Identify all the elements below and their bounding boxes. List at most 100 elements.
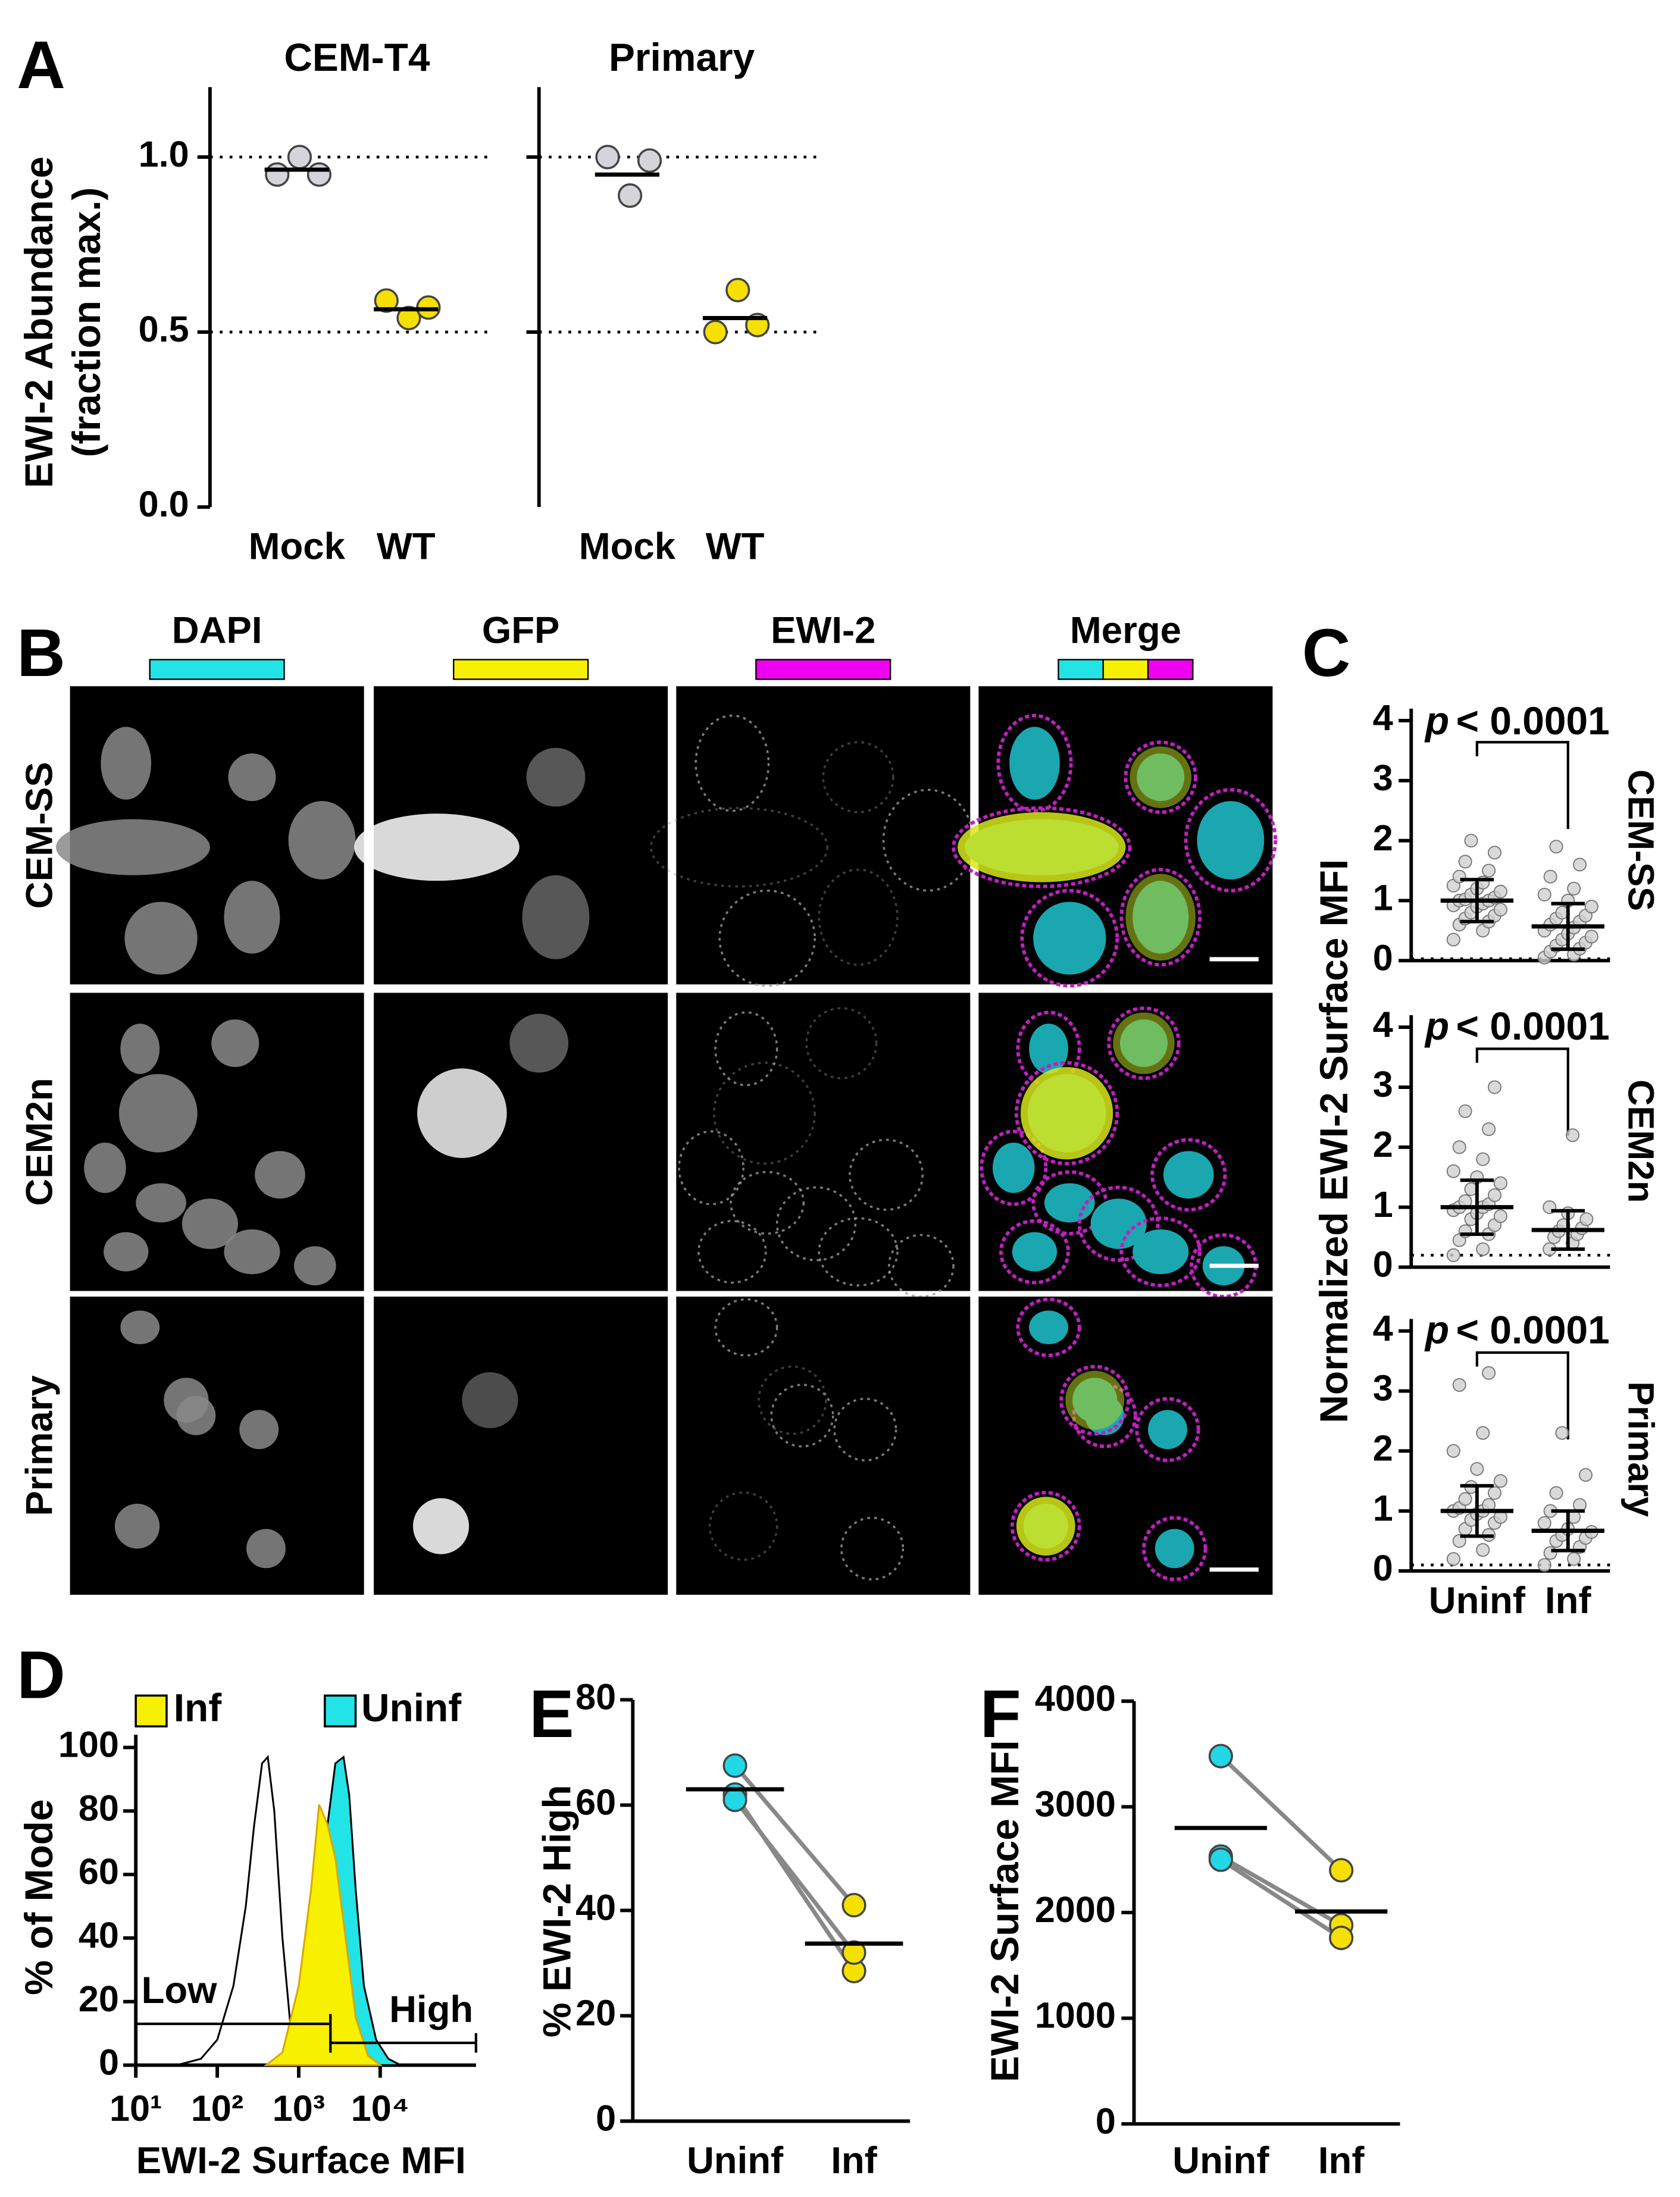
gfp-cell xyxy=(522,875,590,959)
membrane xyxy=(1016,1297,1081,1357)
x-tick-label: Uninf xyxy=(687,2140,784,2182)
row-label: CEM2n xyxy=(18,1078,60,1206)
gfp-cell xyxy=(462,1372,518,1429)
data-point xyxy=(1584,900,1598,914)
nucleus xyxy=(228,753,276,802)
histogram-area xyxy=(263,1804,383,2066)
x-tick-label: Inf xyxy=(1545,1580,1591,1622)
y-tick-label: 0 xyxy=(1373,937,1393,978)
data-point xyxy=(725,277,750,303)
side-label: CEM2n xyxy=(1620,1079,1661,1203)
y-axis-label: Normalized EWI-2 Surface MFI xyxy=(1312,859,1356,1423)
y-tick-label: 40 xyxy=(79,1915,119,1955)
x-axis-label: EWI-2 Surface MFI xyxy=(136,2140,466,2182)
p-value: < 0.0001 xyxy=(1456,699,1610,743)
cells xyxy=(650,714,974,987)
y-axis-label: % of Mode xyxy=(17,1799,61,1995)
channel-bar xyxy=(755,659,891,680)
data-point xyxy=(1470,1462,1484,1476)
column-header: EWI-2 xyxy=(771,610,875,652)
data-point xyxy=(374,288,399,313)
nucleus xyxy=(1029,1024,1068,1074)
data-point xyxy=(841,1893,866,1918)
y-tick-label: 1 xyxy=(1373,1488,1393,1528)
membrane xyxy=(1184,788,1278,893)
y-tick-label: 60 xyxy=(79,1851,119,1892)
y-tick-label: 2 xyxy=(1373,1428,1393,1468)
membrane xyxy=(714,1011,778,1087)
chart-title: CEM-T4 xyxy=(284,35,430,79)
data-point xyxy=(722,1787,747,1813)
data-point xyxy=(1493,884,1507,899)
data-point xyxy=(1578,1468,1593,1482)
gfp-cell xyxy=(1125,874,1196,961)
legend-swatch xyxy=(324,1694,357,1727)
y-tick-label: 0 xyxy=(1096,2101,1116,2141)
nucleus xyxy=(992,1143,1035,1193)
p-symbol: p xyxy=(1424,699,1449,743)
x-tick-label: Mock xyxy=(579,525,676,567)
membrane xyxy=(713,1062,816,1165)
data-point xyxy=(1549,840,1563,854)
nucleus xyxy=(1155,1529,1194,1569)
membrane xyxy=(833,1397,897,1461)
chart-title: Primary xyxy=(609,35,755,79)
panel-label: F xyxy=(980,1676,1021,1751)
data-point xyxy=(1488,1188,1502,1203)
x-tick-label: 10² xyxy=(191,2088,243,2129)
nucleus xyxy=(294,1246,336,1286)
data-point xyxy=(265,162,290,187)
y-tick-label: 0 xyxy=(1373,1548,1393,1588)
data-point xyxy=(1537,1558,1551,1572)
cells xyxy=(412,1372,518,1554)
y-axis-label: EWI-2 Abundance xyxy=(17,157,61,488)
nucleus xyxy=(136,1183,186,1223)
gfp-cell xyxy=(1113,1012,1175,1074)
gfp-cell xyxy=(1130,746,1191,808)
data-point xyxy=(1555,1426,1569,1440)
data-point xyxy=(1452,1378,1466,1392)
y-tick-label: 0.5 xyxy=(139,309,189,349)
data-point xyxy=(841,1940,866,1965)
gfp-cell xyxy=(1016,1497,1075,1556)
gfp-cell xyxy=(509,1013,569,1073)
y-tick-label: 1000 xyxy=(1035,1995,1116,2036)
membrane xyxy=(708,1491,778,1561)
data-point xyxy=(1458,1492,1472,1506)
significance-bracket xyxy=(1475,1351,1569,1439)
cells xyxy=(1010,1297,1207,1582)
data-point xyxy=(1549,1486,1563,1500)
data-point xyxy=(1567,1552,1581,1566)
membrane xyxy=(770,1384,834,1448)
data-point xyxy=(1488,1080,1502,1094)
y-tick-label: 3 xyxy=(1373,1064,1393,1104)
nucleus xyxy=(120,1310,160,1344)
data-point xyxy=(618,183,643,208)
y-tick-label: 0 xyxy=(1373,1244,1393,1285)
membrane xyxy=(678,1130,744,1206)
pair-line xyxy=(1219,1754,1343,1872)
membrane xyxy=(730,1171,805,1235)
nucleus xyxy=(1012,1232,1058,1272)
x-tick-label: Inf xyxy=(1318,2140,1365,2182)
data-point xyxy=(287,145,312,170)
p-symbol: p xyxy=(1424,1307,1449,1351)
cells xyxy=(56,727,356,975)
nucleus xyxy=(288,801,356,880)
membrane xyxy=(1119,868,1202,967)
nucleus xyxy=(1090,1198,1147,1249)
cells xyxy=(952,713,1278,988)
panel-label: B xyxy=(17,615,65,690)
data-point xyxy=(1458,1104,1472,1118)
data-point xyxy=(1452,1140,1466,1154)
data-point xyxy=(306,162,331,187)
data-point xyxy=(1482,863,1496,878)
gfp-cell xyxy=(1020,1067,1113,1160)
column-header: Merge xyxy=(1070,610,1181,652)
y-tick-label: 2 xyxy=(1373,1124,1393,1165)
membrane xyxy=(758,1365,827,1435)
gate-label: Low xyxy=(142,1970,218,2011)
nucleus xyxy=(1029,1310,1068,1344)
data-point xyxy=(1488,846,1502,860)
x-tick-label: Inf xyxy=(831,2140,877,2182)
